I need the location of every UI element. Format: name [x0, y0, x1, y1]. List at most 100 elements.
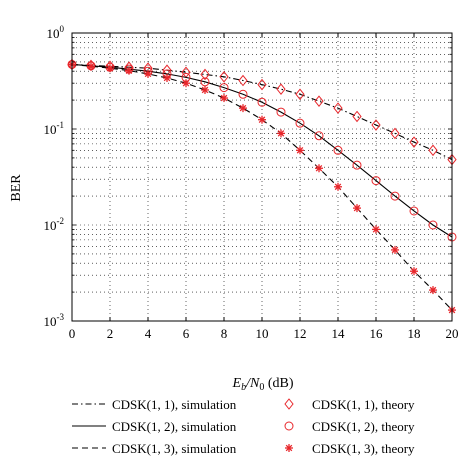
x-tick-label: 12 [294, 326, 307, 341]
star-stroke [239, 104, 247, 112]
data-point [258, 115, 266, 124]
legend-item: CDSK(1, 1), simulation [72, 397, 237, 412]
data-point [257, 97, 267, 107]
data-point [352, 110, 362, 123]
series-2 [67, 58, 457, 166]
data-point [144, 69, 152, 78]
y-axis-label: BER [9, 174, 24, 202]
y-tick-labels: 100 10-1 10-2 10-3 [44, 24, 65, 329]
data-point [296, 146, 304, 155]
data-point [276, 107, 286, 117]
x-tick-label: 18 [408, 326, 421, 341]
data-point [391, 245, 399, 254]
data-point [238, 89, 248, 99]
y-tick-label: 10-3 [44, 312, 65, 329]
data-point [277, 129, 285, 138]
x-tick-label: 2 [107, 326, 114, 341]
x-tick-label: 14 [332, 326, 346, 341]
legend-item: CDSK(1, 2), simulation [72, 419, 237, 434]
star-stroke [372, 226, 380, 233]
data-point [163, 73, 171, 82]
series-1 [71, 63, 453, 161]
data-point [238, 74, 248, 87]
x-tick-labels: 0 2 4 6 8 10 12 14 16 18 20 [69, 326, 459, 341]
legend-label: CDSK(1, 1), simulation [112, 397, 237, 412]
x-tick-label: 6 [183, 326, 190, 341]
data-point [106, 64, 114, 73]
data-point [239, 104, 247, 113]
data-point [257, 78, 267, 91]
legend-marker [284, 398, 294, 410]
data-point [372, 225, 380, 234]
legend-marker [285, 444, 293, 452]
star-stroke [334, 183, 342, 191]
data-point [333, 102, 343, 114]
x-tick-label: 16 [370, 326, 384, 341]
x-tick-label: 8 [221, 326, 228, 341]
data-point [429, 286, 437, 295]
legend-label: CDSK(1, 3), theory [312, 441, 415, 456]
legend-item: CDSK(1, 2), theory [284, 419, 415, 434]
data-point [182, 79, 190, 88]
data-point [200, 77, 210, 87]
data-point [409, 136, 419, 148]
legend-item: CDSK(1, 3), simulation [72, 441, 237, 456]
legend-item: CDSK(1, 3), theory [285, 441, 415, 456]
data-point [428, 220, 438, 230]
legend-label: CDSK(1, 3), simulation [112, 441, 237, 456]
star-stroke [315, 164, 323, 172]
x-tick-label: 10 [256, 326, 269, 341]
data-point [276, 83, 286, 95]
data-point [219, 70, 229, 83]
star-stroke [144, 70, 152, 78]
x-tick-label: 4 [145, 326, 152, 341]
y-tick-label: 10-1 [44, 120, 65, 137]
y-tick-label: 10-2 [44, 216, 65, 233]
star-stroke [429, 286, 437, 294]
legend: CDSK(1, 1), simulation CDSK(1, 1), theory… [72, 397, 415, 456]
data-point [314, 131, 324, 141]
star-stroke [87, 63, 95, 70]
star-stroke [125, 67, 133, 74]
data-point [353, 204, 361, 213]
data-point [125, 66, 133, 75]
series-6 [68, 60, 456, 315]
series-line [71, 63, 453, 161]
x-tick-label: 0 [69, 326, 76, 341]
data-point [295, 118, 305, 128]
star-stroke [353, 204, 361, 212]
series-line [71, 63, 453, 238]
series-layer [67, 58, 457, 315]
legend-marker [284, 421, 294, 431]
star-stroke [106, 64, 114, 72]
star-stroke [163, 74, 171, 82]
legend-item: CDSK(1, 1), theory [284, 397, 415, 412]
data-point [390, 191, 400, 201]
star-stroke [182, 79, 190, 87]
x-tick-label: 20 [446, 326, 459, 341]
grid-lines [72, 33, 452, 321]
data-point [200, 68, 210, 81]
data-point [352, 160, 362, 170]
star-stroke [201, 86, 209, 94]
data-point [390, 127, 400, 140]
y-tick-label: 100 [47, 24, 65, 41]
data-point [201, 85, 209, 94]
star-stroke [220, 94, 228, 102]
legend-label: CDSK(1, 2), theory [312, 419, 415, 434]
data-point [295, 88, 305, 101]
star-stroke [258, 116, 266, 123]
data-point [428, 144, 438, 157]
axis-ticks [71, 33, 453, 322]
legend-label: CDSK(1, 2), simulation [112, 419, 237, 434]
x-axis-label: Eb/N0 (dB) [232, 376, 294, 393]
data-point [220, 94, 228, 103]
data-point [410, 267, 418, 276]
series-3 [71, 63, 453, 238]
star-stroke [296, 147, 304, 154]
data-point [333, 145, 343, 155]
data-point [315, 164, 323, 173]
data-point [409, 206, 419, 216]
star-stroke [285, 444, 293, 452]
